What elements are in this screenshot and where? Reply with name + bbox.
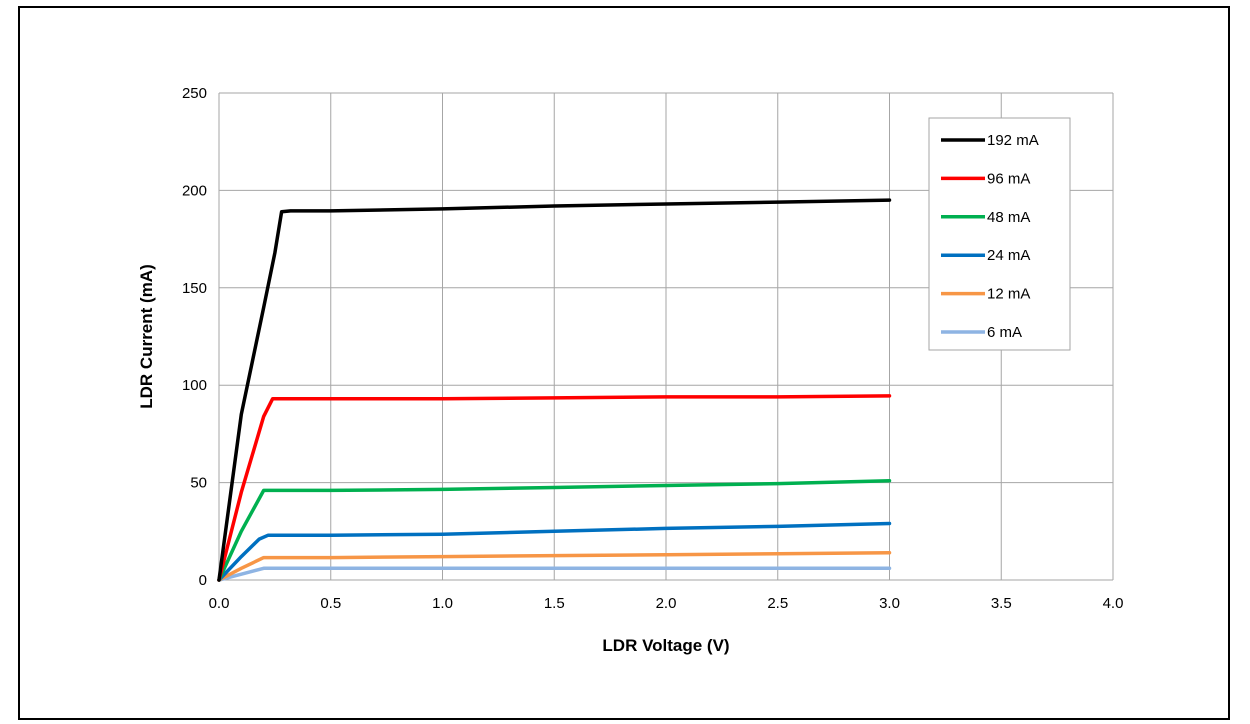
x-tick-label: 2.0 <box>656 595 677 612</box>
y-tick-label: 0 <box>199 572 207 589</box>
x-tick-label: 4.0 <box>1103 595 1124 612</box>
series-line-12-ma <box>217 550 892 582</box>
grid-lines <box>218 92 1114 581</box>
legend-label: 6 mA <box>987 324 1022 341</box>
x-tick-label: 3.5 <box>991 595 1012 612</box>
x-tick-label: 0.0 <box>209 595 230 612</box>
legend: 192 mA 96 mA 48 mA 24 mA 12 mA 6 mA <box>928 117 1071 351</box>
y-tick-labels: 0 50 100 150 200 250 <box>182 85 207 589</box>
series-line-48-ma <box>217 478 892 582</box>
legend-label: 96 mA <box>987 170 1030 187</box>
y-tick-label: 100 <box>182 377 207 394</box>
series-lines <box>217 198 892 582</box>
x-tick-label: 2.5 <box>767 595 788 612</box>
series-line-24-ma <box>217 521 892 582</box>
series-line-192-ma <box>217 198 892 582</box>
x-tick-label: 0.5 <box>320 595 341 612</box>
legend-label: 48 mA <box>987 209 1030 226</box>
legend-box <box>928 117 1071 351</box>
y-tick-label: 250 <box>182 85 207 102</box>
chart-frame <box>18 6 1230 720</box>
y-axis-title: LDR Current (mA) <box>137 264 156 409</box>
y-tick-label: 200 <box>182 182 207 199</box>
y-tick-label: 50 <box>190 475 207 492</box>
x-tick-label: 1.5 <box>544 595 565 612</box>
x-tick-labels: 0.0 0.5 1.0 1.5 2.0 2.5 3.0 3.5 4.0 <box>209 595 1124 612</box>
y-tick-label: 150 <box>182 280 207 297</box>
x-tick-label: 1.0 <box>432 595 453 612</box>
series-line-6-ma <box>217 566 892 582</box>
series-line-96-ma <box>217 394 892 582</box>
legend-label: 12 mA <box>987 286 1030 303</box>
x-axis-title: LDR Voltage (V) <box>602 636 729 655</box>
legend-label: 24 mA <box>987 247 1030 264</box>
x-tick-label: 3.0 <box>879 595 900 612</box>
legend-label: 192 mA <box>987 132 1039 149</box>
